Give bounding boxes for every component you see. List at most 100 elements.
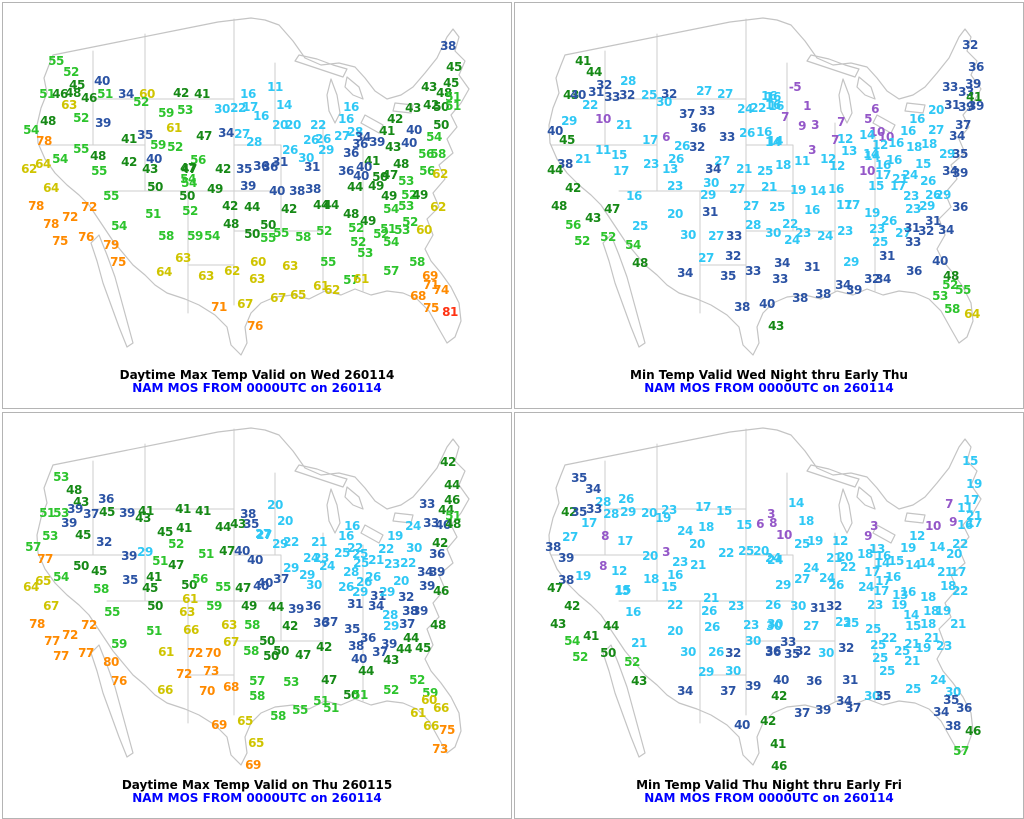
temp-value: 44: [215, 520, 231, 534]
temp-value: 46: [81, 91, 97, 105]
temp-value: 32: [962, 38, 978, 52]
temp-value: 23: [667, 179, 683, 193]
temp-value: 12: [832, 534, 848, 548]
temp-value: 42: [760, 714, 776, 728]
temp-value: 56: [192, 572, 208, 586]
temp-value: 26: [668, 152, 684, 166]
temp-value: 27: [234, 127, 250, 141]
temp-value: 37: [679, 107, 695, 121]
temp-value: 16: [338, 529, 354, 543]
temp-value: 54: [426, 130, 442, 144]
temp-value: 58: [249, 689, 265, 703]
temp-value: 24: [767, 553, 783, 567]
temp-value: 34: [875, 272, 891, 286]
temp-value: 25: [843, 616, 859, 630]
temp-value: 12: [837, 132, 853, 146]
temp-value: 25: [894, 644, 910, 658]
temp-value: 54: [383, 235, 399, 249]
temp-value: 36: [343, 146, 359, 160]
temp-value: 77: [44, 634, 60, 648]
temp-value: 17: [875, 574, 891, 588]
temp-value: 51: [352, 688, 368, 702]
temp-value: 52: [133, 95, 149, 109]
temp-value: 36: [765, 645, 781, 659]
temp-value: 69: [422, 269, 438, 283]
temp-value: 54: [180, 172, 196, 186]
temp-value: 31: [370, 589, 386, 603]
temp-value: 62: [21, 162, 37, 176]
temp-value: 45: [69, 78, 85, 92]
temp-value: 22: [378, 542, 394, 556]
temp-value: 13: [662, 162, 678, 176]
temp-value: 63: [61, 98, 77, 112]
temp-value: 50: [433, 118, 449, 132]
temp-value: 3: [767, 507, 775, 521]
temp-value: 46: [433, 584, 449, 598]
temp-value: 9: [798, 119, 806, 133]
temp-value: 55: [91, 164, 107, 178]
temp-value: 30: [298, 151, 314, 165]
temp-value: 60: [421, 693, 437, 707]
temp-value: 39: [952, 166, 968, 180]
temp-value: 54: [111, 219, 127, 233]
temp-value: 25: [769, 200, 785, 214]
temp-value: 17: [617, 534, 633, 548]
temp-value: 77: [53, 649, 69, 663]
temp-value: 27: [794, 572, 810, 586]
temp-value: 25: [870, 638, 886, 652]
temp-value: 52: [373, 227, 389, 241]
temp-value: 27: [255, 527, 271, 541]
temp-value: 71: [211, 300, 227, 314]
temp-value: 25: [794, 537, 810, 551]
temp-value: 53: [357, 246, 373, 260]
temp-value: 16: [886, 153, 902, 167]
temp-value: 19: [966, 477, 982, 491]
temp-value: 18: [698, 520, 714, 534]
temp-value: 25: [872, 651, 888, 665]
temp-value: 21: [703, 591, 719, 605]
temp-value: 61: [158, 645, 174, 659]
temp-value: 41: [194, 87, 210, 101]
temp-value: 38: [402, 604, 418, 618]
temp-value: 42: [423, 98, 439, 112]
temp-value: 15: [868, 179, 884, 193]
temp-value: 42: [222, 199, 238, 213]
temp-value: 48: [66, 483, 82, 497]
temp-value: 68: [223, 680, 239, 694]
temp-value: 26: [828, 578, 844, 592]
temp-value: 18: [775, 158, 791, 172]
temp-value: 55: [292, 703, 308, 717]
temp-value: 21: [892, 172, 908, 186]
temp-value: 39: [965, 77, 981, 91]
temp-value: 64: [43, 181, 59, 195]
temp-value: 54: [52, 152, 68, 166]
model-run-caption: NAM MOS FROM 0000UTC on 260114: [132, 381, 382, 395]
temp-value: 45: [75, 528, 91, 542]
temp-value: 33: [942, 80, 958, 94]
temp-value: 58: [409, 255, 425, 269]
temp-value: 43: [383, 653, 399, 667]
temp-value: 14: [929, 540, 945, 554]
temp-value: 23: [795, 226, 811, 240]
temp-value: 52: [574, 234, 590, 248]
temp-value: 17: [581, 516, 597, 530]
temp-value: 36: [253, 159, 269, 173]
temp-value: 38: [815, 287, 831, 301]
temp-value: 37: [955, 118, 971, 132]
temp-value: 33: [780, 635, 796, 649]
temp-value: 3: [870, 519, 878, 533]
temp-value: 52: [572, 650, 588, 664]
temp-value: 72: [81, 618, 97, 632]
temp-value: 14: [863, 147, 879, 161]
temp-value: 55: [48, 54, 64, 68]
temp-value: 63: [282, 259, 298, 273]
temp-value: 35: [784, 647, 800, 661]
temp-value: 38: [557, 157, 573, 171]
temp-value: 48: [223, 217, 239, 231]
temp-value: 33: [586, 502, 602, 516]
temp-value: 40: [253, 579, 269, 593]
temp-value: 40: [234, 544, 250, 558]
temp-value: 40: [269, 184, 285, 198]
temp-value: 56: [190, 153, 206, 167]
temp-value: 28: [595, 495, 611, 509]
